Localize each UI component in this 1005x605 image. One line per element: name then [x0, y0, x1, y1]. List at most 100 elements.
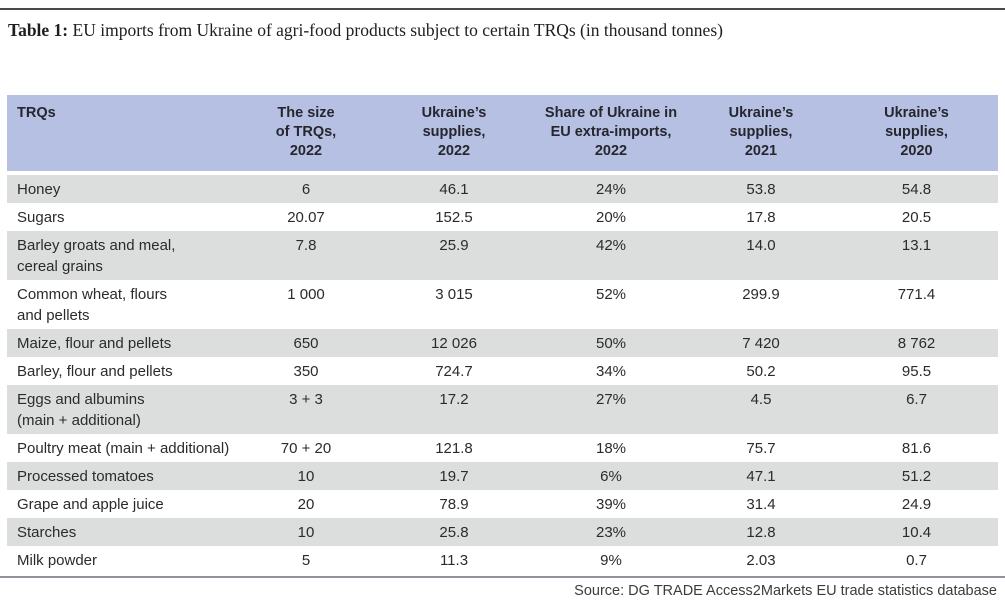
value-cell: 25.9 [373, 231, 535, 280]
product-label-cell: Maize, flour and pellets [7, 329, 239, 357]
value-cell: 46.1 [373, 173, 535, 203]
value-cell: 650 [239, 329, 373, 357]
table-row: Starches 10 25.8 23% 12.8 10.4 [7, 518, 998, 546]
value-cell: 724.7 [435, 363, 473, 380]
value-cell: 121.8 [435, 440, 473, 457]
value-cell: 20% [595, 209, 627, 226]
source-note: Source: DG TRADE Access2Markets EU trade… [574, 583, 997, 599]
value-cell: 350 [293, 363, 319, 380]
table-row: Barley, flour and pellets 350 724.7 34% 50.2… [7, 357, 998, 385]
value-cell: 6 [239, 173, 373, 203]
value-cell: 50.2 [746, 363, 776, 380]
value-cell: 31.4 [746, 496, 776, 513]
value-cell: 13.1 [835, 231, 998, 280]
bottom-divider [0, 576, 1005, 578]
value-cell: 53.8 [687, 173, 835, 203]
value-cell: 18% [595, 440, 627, 457]
table-header-row: TRQs The size of TRQs, 2022 Ukraine’s su… [7, 95, 998, 175]
top-divider [0, 8, 1005, 10]
value-cell: 0.7 [906, 552, 927, 569]
product-label-cell: Processed tomatoes [7, 462, 239, 490]
value-cell: 1 000 [287, 286, 325, 303]
value-cell: 24.9 [901, 496, 932, 513]
table-caption-number: Table 1: [8, 20, 69, 40]
table-row: Barley groats and meal, cereal grains 7.8… [7, 231, 998, 280]
value-cell: 14.0 [687, 231, 835, 280]
value-cell: 20.07 [287, 209, 325, 226]
value-cell: 19.7 [373, 462, 535, 490]
value-cell: 75.7 [746, 440, 776, 457]
trq-imports-table: TRQs The size of TRQs, 2022 Ukraine’s su… [7, 95, 998, 574]
product-label-cell: Common wheat, flours and pellets [17, 286, 168, 324]
table-row: Poultry meat (main + additional) 70 + 20 1… [7, 434, 998, 462]
value-cell: 51.2 [835, 462, 998, 490]
value-cell: 27% [535, 385, 687, 434]
product-label-cell: Eggs and albumins (main + additional) [7, 385, 239, 434]
value-cell: 152.5 [435, 209, 473, 226]
table-container: TRQs The size of TRQs, 2022 Ukraine’s su… [7, 95, 998, 574]
value-cell: 6.7 [835, 385, 998, 434]
product-label-cell: Barley groats and meal, cereal grains [7, 231, 239, 280]
product-label-cell: Poultry meat (main + additional) [17, 440, 230, 457]
value-cell: 95.5 [901, 363, 932, 380]
value-cell: 78.9 [439, 496, 469, 513]
table-caption-text: EU imports from Ukraine of agri-food pro… [68, 20, 723, 40]
value-cell: 5 [301, 552, 311, 569]
value-cell: 10.4 [835, 518, 998, 546]
column-header-trqs: TRQs [7, 95, 239, 175]
value-cell: 9% [600, 552, 622, 569]
value-cell: 12.8 [687, 518, 835, 546]
value-cell: 24% [535, 173, 687, 203]
column-header-share-extra-imports-2022: Share of Ukraine in EU extra-imports, 20… [535, 95, 687, 175]
value-cell: 17.8 [746, 209, 776, 226]
value-cell: 8 762 [835, 329, 998, 357]
product-label-cell: Barley, flour and pellets [17, 363, 173, 380]
value-cell: 2.03 [746, 552, 776, 569]
value-cell: 7.8 [239, 231, 373, 280]
value-cell: 70 + 20 [280, 440, 332, 457]
product-label-cell: Grape and apple juice [17, 496, 164, 513]
table-row: Processed tomatoes 10 19.7 6% 47.1 51.2 [7, 462, 998, 490]
table-row: Grape and apple juice 20 78.9 39% 31.4 24.9 [7, 490, 998, 518]
value-cell: 39% [595, 496, 627, 513]
value-cell: 20 [297, 496, 315, 513]
table-row: Sugars 20.07 152.5 20% 17.8 20.5 [7, 203, 998, 231]
table-body: Honey 6 46.1 24% 53.8 54.8 Sugars 20.07 152.5 20%… [7, 173, 998, 574]
value-cell: 81.6 [901, 440, 932, 457]
table-row: Milk powder 5 11.3 9% 2.03 0.7 [7, 546, 998, 574]
table-row: Eggs and albumins (main + additional) 3 +… [7, 385, 998, 434]
value-cell: 47.1 [687, 462, 835, 490]
value-cell: 23% [535, 518, 687, 546]
column-header-supplies-2021: Ukraine’s supplies, 2021 [687, 95, 835, 175]
value-cell: 771.4 [897, 286, 936, 303]
value-cell: 12 026 [373, 329, 535, 357]
value-cell: 7 420 [687, 329, 835, 357]
product-label-cell: Honey [7, 173, 239, 203]
product-label-cell: Sugars [17, 209, 65, 226]
value-cell: 54.8 [835, 173, 998, 203]
column-header-supplies-2022: Ukraine’s supplies, 2022 [373, 95, 535, 175]
value-cell: 11.3 [439, 552, 469, 569]
value-cell: 4.5 [687, 385, 835, 434]
value-cell: 10 [239, 462, 373, 490]
value-cell: 17.2 [373, 385, 535, 434]
value-cell: 20.5 [901, 209, 932, 226]
table-row: Maize, flour and pellets 650 12 026 50% 7 42… [7, 329, 998, 357]
product-label-cell: Starches [7, 518, 239, 546]
value-cell: 3 + 3 [239, 385, 373, 434]
value-cell: 299.9 [742, 286, 780, 303]
column-header-trq-size-2022: The size of TRQs, 2022 [239, 95, 373, 175]
value-cell: 42% [535, 231, 687, 280]
value-cell: 34% [595, 363, 627, 380]
value-cell: 10 [239, 518, 373, 546]
table-row: Honey 6 46.1 24% 53.8 54.8 [7, 173, 998, 203]
table-caption: Table 1: EU imports from Ukraine of agri… [8, 18, 997, 42]
table-row: Common wheat, flours and pellets 1 000 3 0… [7, 280, 998, 329]
product-label-cell: Milk powder [17, 552, 98, 569]
value-cell: 3 015 [435, 286, 473, 303]
value-cell: 25.8 [373, 518, 535, 546]
column-header-supplies-2020: Ukraine’s supplies, 2020 [835, 95, 998, 175]
value-cell: 50% [535, 329, 687, 357]
value-cell: 6% [535, 462, 687, 490]
